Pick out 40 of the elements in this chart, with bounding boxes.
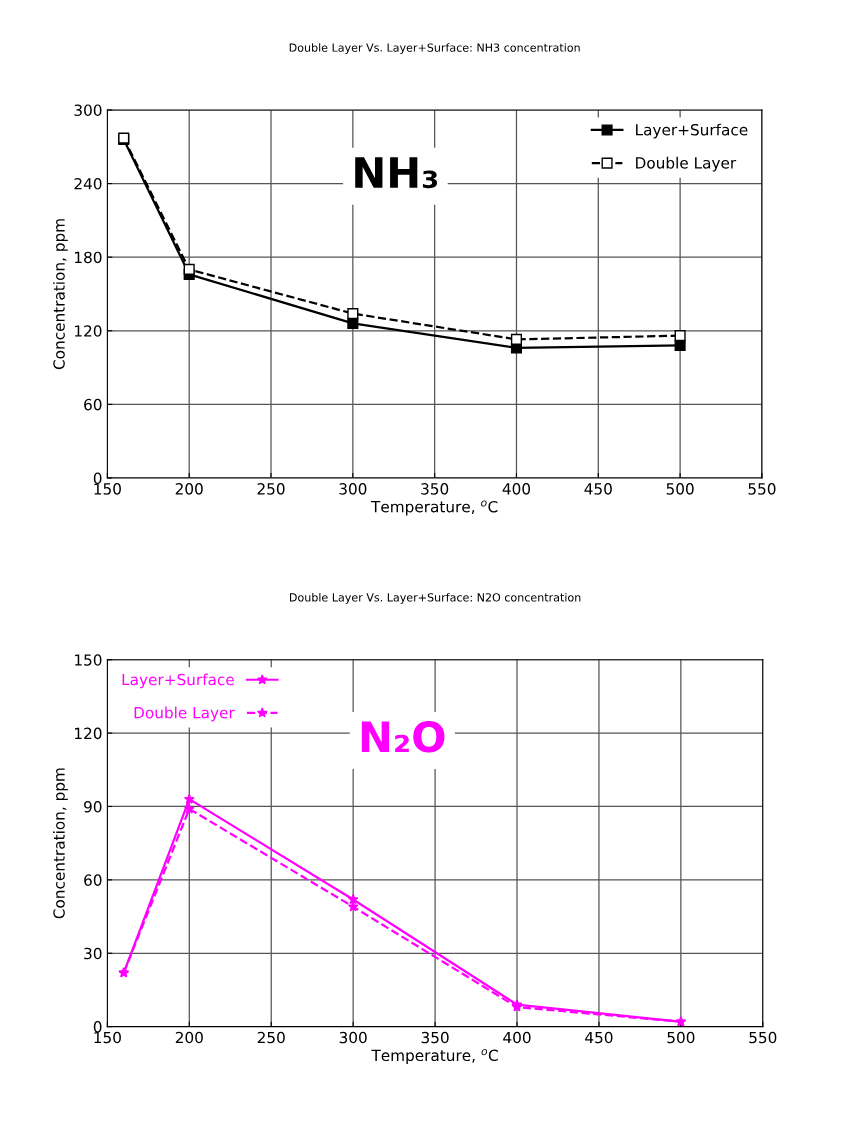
- x-tick-label: 500: [667, 1031, 695, 1044]
- y-tick-label: 90: [84, 800, 102, 813]
- x-tick-label: 550: [748, 483, 776, 495]
- y-tick-label: 240: [74, 178, 102, 190]
- legend-label: Double Layer: [134, 706, 235, 722]
- x-tick-label: 200: [175, 483, 203, 495]
- y-tick-label: 60: [84, 398, 102, 411]
- legend-label: Double Layer: [636, 156, 737, 172]
- x-axis-title: Temperature, $^{o}$C: [370, 500, 498, 516]
- y-tick-label: 180: [75, 251, 102, 264]
- y-tick-label: 150: [75, 654, 102, 666]
- x-tick-label: 500: [666, 483, 694, 495]
- x-tick-label: 300: [339, 483, 367, 495]
- y-tick-label: 0: [93, 1021, 102, 1033]
- y-tick-label: 120: [75, 727, 102, 740]
- x-tick-label: 250: [257, 1031, 285, 1044]
- x-tick-label: 400: [503, 1031, 531, 1044]
- x-tick-label: 400: [502, 483, 531, 495]
- x-tick-label: 350: [421, 483, 449, 495]
- y-tick-label: 300: [74, 104, 102, 116]
- y-axis-title: Concentration, ppm: [53, 219, 68, 370]
- annotation: NH₃: [355, 157, 438, 189]
- legend-label: Layer+Surface: [122, 673, 234, 689]
- x-tick-label: 450: [585, 1031, 613, 1044]
- x-tick-label: 550: [749, 1031, 777, 1044]
- annotation: N₂O: [361, 721, 445, 753]
- y-tick-label: 30: [84, 947, 102, 960]
- x-axis-title: Temperature, $^{o}$C: [371, 1049, 498, 1065]
- legend-label: Layer+Surface: [636, 123, 748, 139]
- chart-title: Double Layer Vs. Layer+Surface: N2O concentration: [289, 592, 581, 604]
- x-tick-label: 200: [175, 1031, 203, 1044]
- y-axis-title: Concentration, ppm: [53, 768, 68, 919]
- x-tick-label: 450: [584, 483, 612, 495]
- y-tick-label: 60: [84, 874, 102, 886]
- x-tick-label: 250: [257, 483, 285, 495]
- x-tick-label: 300: [339, 1031, 367, 1044]
- y-tick-label: 120: [75, 325, 102, 337]
- chart-title: Double Layer Vs. Layer+Surface: NH3 concentration: [289, 43, 580, 54]
- x-tick-label: 350: [421, 1031, 449, 1044]
- y-tick-label: 0: [93, 472, 102, 484]
